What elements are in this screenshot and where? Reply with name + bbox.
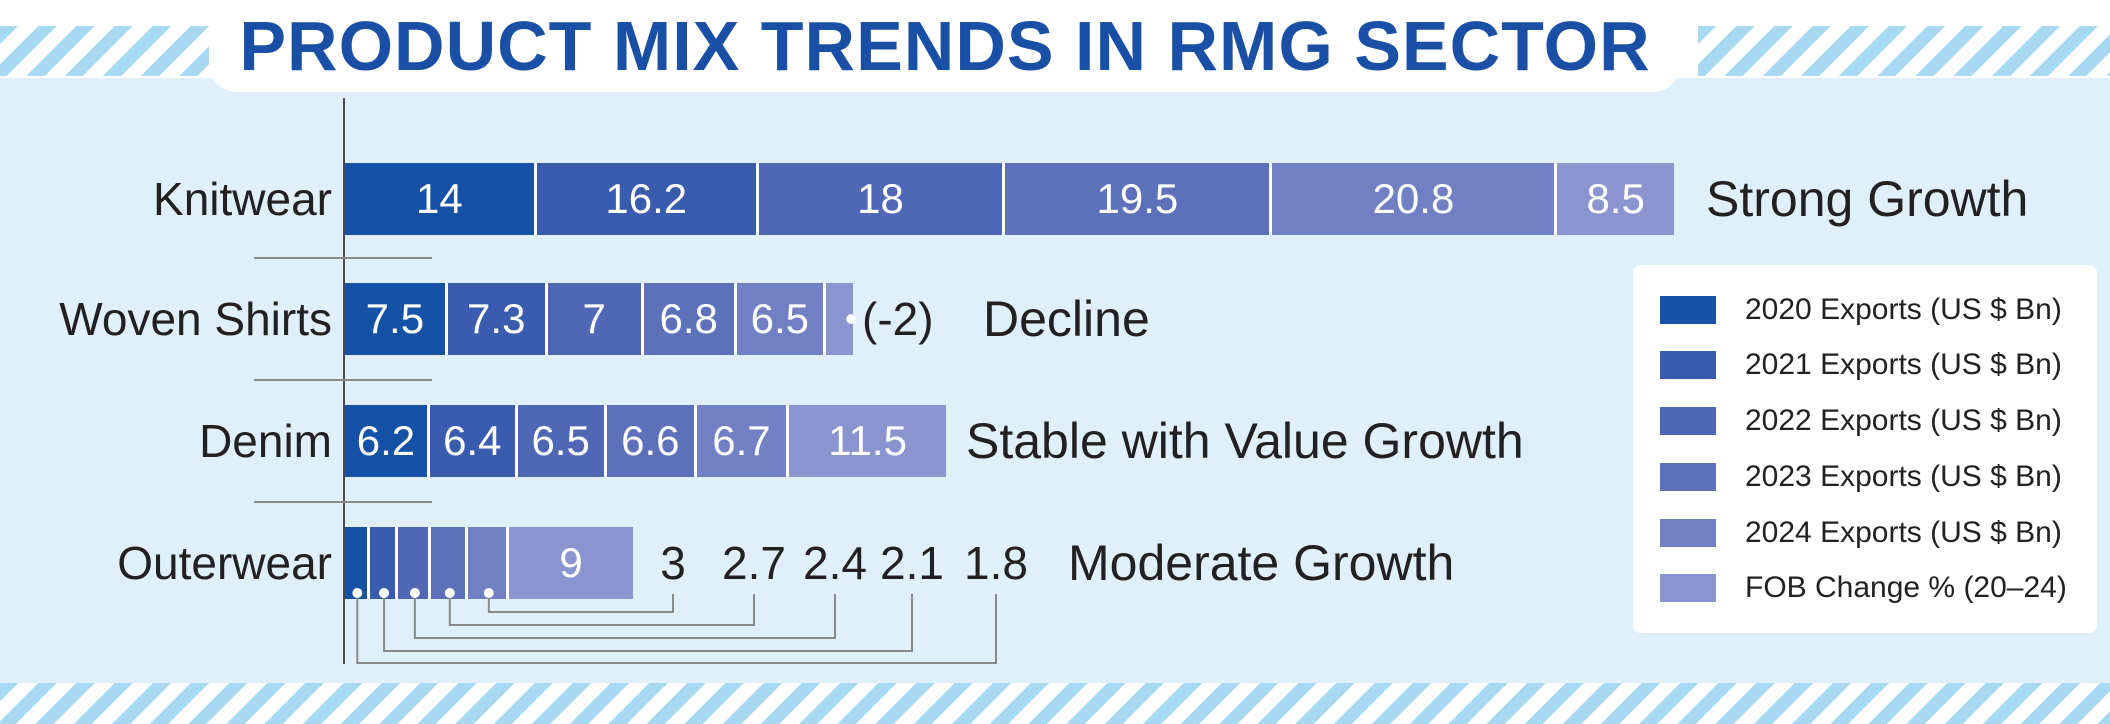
bar-segment-denim-2020: 6.2	[345, 405, 430, 477]
title-box: PRODUCT MIX TRENDS IN RMG SECTOR	[209, 0, 1681, 92]
bar-segment-knitwear-2021: 16.2	[536, 163, 759, 235]
value-label-outerwear-2022: 2.4	[803, 537, 867, 589]
axis-baseline	[343, 98, 345, 664]
bar-segment-denim-2023: 6.6	[606, 405, 698, 477]
legend-label: FOB Change % (20–24)	[1745, 571, 2067, 605]
category-label-knitwear: Knitwear	[153, 173, 332, 225]
trend-annotation-outerwear: Moderate Growth	[1068, 535, 1455, 591]
legend-item-3: 2023 Exports (US $ Bn)	[1660, 460, 2097, 494]
leader-line	[383, 594, 913, 652]
legend-label: 2020 Exports (US $ Bn)	[1745, 292, 2062, 326]
legend-swatch	[1660, 518, 1716, 547]
bar-segment-outerwear-2022	[398, 527, 432, 599]
row-separator-tick	[254, 379, 432, 381]
bar-segment-woven-shirts-2024: 6.5	[736, 283, 826, 355]
value-label-outerwear-2023: 2.7	[722, 537, 786, 589]
legend-item-5: FOB Change % (20–24)	[1660, 571, 2097, 605]
bar-segment-denim-2021: 6.4	[429, 405, 518, 477]
legend-swatch	[1660, 462, 1716, 491]
trend-annotation-denim: Stable with Value Growth	[966, 413, 1524, 469]
legend-item-1: 2021 Exports (US $ Bn)	[1660, 348, 2097, 382]
bar-segment-denim-fob-change: 11.5	[788, 405, 947, 477]
bar-segment-outerwear-fob-change: 9	[509, 527, 633, 599]
legend-label: 2021 Exports (US $ Bn)	[1745, 348, 2062, 382]
leader-line	[413, 594, 836, 639]
bar-segment-woven-shirts-2021: 7.3	[447, 283, 548, 355]
legend-swatch	[1660, 351, 1716, 380]
bar-segment-outerwear-2023	[431, 527, 469, 599]
legend-swatch	[1660, 295, 1716, 324]
bar-woven-shirts: 7.5 7.3 7 6.8 6.5	[345, 283, 854, 355]
bar-segment-outerwear-2021	[369, 527, 399, 599]
fob-change-label-woven-shirts: (-2)	[862, 293, 934, 345]
bar-knitwear: 14 16.2 18 19.5 20.8 8.5	[345, 163, 1674, 235]
bar-denim: 6.2 6.4 6.5 6.6 6.7 11.5	[345, 405, 947, 477]
top-right-stripes-decoration	[1698, 26, 2110, 76]
row-separator-tick	[254, 257, 432, 259]
bar-segment-knitwear-fob-change: 8.5	[1557, 163, 1674, 235]
trend-annotation-woven-shirts: Decline	[983, 291, 1150, 347]
chart-title: PRODUCT MIX TRENDS IN RMG SECTOR	[239, 7, 1651, 85]
bar-segment-woven-shirts-fob-change	[825, 283, 854, 355]
legend-swatch	[1660, 407, 1716, 436]
bar-segment-knitwear-2023: 19.5	[1005, 163, 1273, 235]
trend-annotation-knitwear: Strong Growth	[1706, 171, 2029, 227]
bar-segment-knitwear-2020: 14	[345, 163, 537, 235]
bar-outerwear: 9	[345, 527, 633, 599]
bar-segment-woven-shirts-2023: 6.8	[643, 283, 737, 355]
bar-segment-woven-shirts-2022: 7	[547, 283, 644, 355]
legend-item-2: 2022 Exports (US $ Bn)	[1660, 404, 2097, 438]
bar-segment-woven-shirts-2020: 7.5	[345, 283, 448, 355]
legend-item-0: 2020 Exports (US $ Bn)	[1660, 293, 2097, 327]
legend-label: 2023 Exports (US $ Bn)	[1745, 459, 2062, 493]
bottom-band	[0, 683, 2110, 724]
category-label-outerwear: Outerwear	[117, 537, 332, 589]
legend-label: 2024 Exports (US $ Bn)	[1745, 515, 2062, 549]
bar-segment-outerwear-2020	[345, 527, 370, 599]
value-label-outerwear-2024: 3	[660, 537, 686, 589]
bar-segment-outerwear-2024	[468, 527, 510, 599]
legend: 2020 Exports (US $ Bn) 2021 Exports (US $…	[1633, 265, 2097, 633]
top-left-stripes-decoration	[0, 26, 212, 76]
bar-segment-knitwear-2022: 18	[758, 163, 1006, 235]
category-label-woven-shirts: Woven Shirts	[59, 293, 332, 345]
bar-segment-denim-2022: 6.5	[517, 405, 607, 477]
legend-label: 2022 Exports (US $ Bn)	[1745, 404, 2062, 438]
bottom-stripes-decoration	[0, 683, 2110, 724]
row-separator-tick	[254, 501, 432, 503]
category-label-denim: Denim	[199, 415, 332, 467]
value-label-outerwear-2020: 1.8	[964, 537, 1028, 589]
legend-swatch	[1660, 574, 1716, 603]
value-label-outerwear-2021: 2.1	[880, 537, 944, 589]
legend-item-4: 2024 Exports (US $ Bn)	[1660, 516, 2097, 550]
bar-segment-denim-2024: 6.7	[697, 405, 789, 477]
bar-segment-knitwear-2024: 20.8	[1272, 163, 1558, 235]
leader-line	[356, 594, 997, 664]
